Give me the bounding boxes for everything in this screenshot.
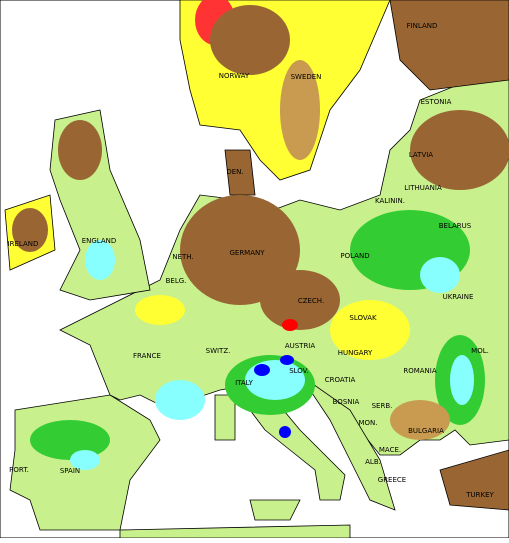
patch xyxy=(135,295,185,325)
country-label: NETH. xyxy=(172,253,193,261)
patch xyxy=(70,450,100,470)
country-label: POLAND xyxy=(340,252,369,260)
country-label: SWITZ. xyxy=(206,347,231,355)
country-label: LATVIA xyxy=(409,151,433,159)
patch xyxy=(30,420,110,460)
country-label: ITALY xyxy=(235,379,254,387)
country-label: DEN. xyxy=(226,168,243,176)
finland xyxy=(389,0,509,91)
country-label: FINLAND xyxy=(407,22,438,30)
country-label: SWEDEN xyxy=(291,73,322,81)
patch xyxy=(58,120,102,180)
patch xyxy=(12,208,48,252)
country-label: CZECH. xyxy=(298,297,324,305)
corsica-sardinia xyxy=(214,394,236,441)
country-label: ROMANIA xyxy=(403,367,437,375)
patch xyxy=(420,257,460,293)
country-label: CROATIA xyxy=(325,376,356,384)
patch xyxy=(390,400,450,440)
country-label: AUSTRIA xyxy=(285,342,316,350)
denmark xyxy=(224,149,256,196)
country-label: IRELAND xyxy=(8,240,39,248)
country-label: ALB. xyxy=(365,458,381,466)
country-label: SLOV. xyxy=(289,367,309,375)
country-label: ENGLAND xyxy=(82,237,117,245)
country-label: UKRAINE xyxy=(443,293,474,301)
country-label: TURKEY xyxy=(465,491,494,499)
country-label: MON. xyxy=(358,419,377,427)
country-label: BELG. xyxy=(166,277,187,285)
patch xyxy=(254,364,270,376)
country-label: GERMANY xyxy=(229,249,265,257)
country-label: GREECE xyxy=(378,476,406,484)
country-label: SPAIN xyxy=(60,467,80,475)
patch xyxy=(245,360,305,400)
country-label: BELARUS xyxy=(439,222,472,230)
country-label: KALININ. xyxy=(375,197,405,205)
patch xyxy=(282,319,298,331)
anomaly-patches xyxy=(12,0,509,470)
patch xyxy=(450,355,474,405)
patch xyxy=(280,355,294,365)
patch xyxy=(210,5,290,75)
patch xyxy=(280,60,320,160)
country-label: PORT. xyxy=(9,466,29,474)
country-label: FRANCE xyxy=(133,352,161,360)
patch xyxy=(155,380,205,420)
country-label: BULGARIA xyxy=(408,427,444,435)
patch xyxy=(330,300,410,360)
country-label: MOL. xyxy=(471,347,489,355)
sicily xyxy=(249,499,301,521)
country-label: ESTONIA xyxy=(421,98,452,106)
country-label: SERB. xyxy=(372,402,393,410)
patch xyxy=(260,270,340,330)
patch xyxy=(410,110,509,190)
country-label: MACE. xyxy=(379,446,401,454)
patch xyxy=(85,240,115,280)
balkans xyxy=(299,374,396,511)
country-label: HUNGARY xyxy=(338,349,373,357)
country-label: LITHUANIA xyxy=(404,184,442,192)
country-label: NORWAY xyxy=(219,72,250,80)
patch xyxy=(279,426,291,438)
country-label: BOSNIA xyxy=(333,398,360,406)
country-labels: FINLAND NORWAY SWEDEN ESTONIA LATVIA DEN… xyxy=(8,22,495,499)
turkey xyxy=(439,449,509,511)
country-label: SLOVAK xyxy=(349,314,377,322)
patch xyxy=(180,195,300,305)
